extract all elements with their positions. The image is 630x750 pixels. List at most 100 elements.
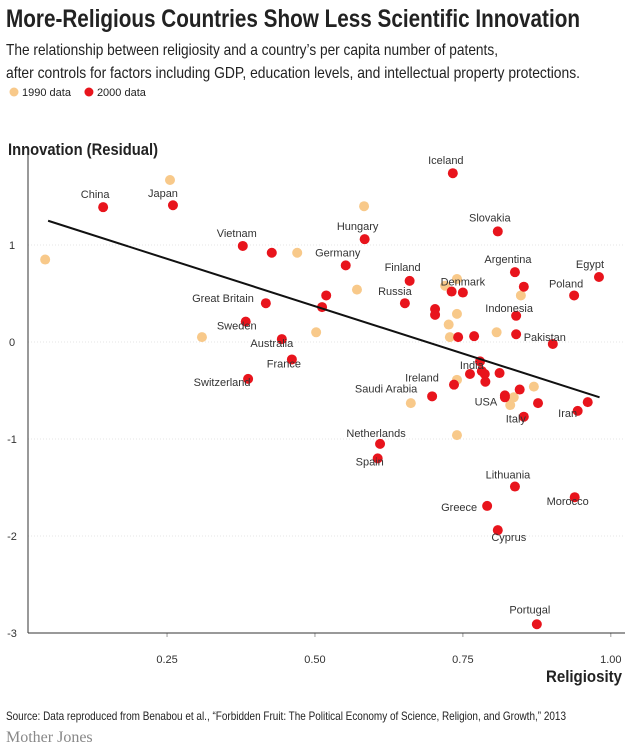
data-point — [505, 400, 516, 411]
trend-line — [47, 219, 600, 399]
data-point — [509, 267, 520, 278]
point-label: Australia — [250, 338, 294, 350]
data-point — [451, 308, 462, 319]
data-point — [453, 332, 464, 343]
data-point — [582, 397, 593, 408]
data-point — [165, 175, 176, 186]
x-tick-label: 0.25 — [156, 654, 177, 666]
data-point — [511, 329, 522, 340]
x-axis-label: Religiosity — [546, 667, 622, 686]
point-label: Indonesia — [485, 303, 534, 315]
legend-label: 2000 data — [97, 87, 147, 99]
y-tick-label: -2 — [7, 531, 17, 543]
data-point — [593, 272, 604, 283]
data-point — [404, 275, 415, 286]
data-point — [518, 411, 529, 422]
y-axis-label: Innovation (Residual) — [8, 140, 158, 159]
data-point — [491, 327, 502, 338]
data-point — [569, 492, 580, 503]
data-point — [240, 316, 251, 327]
data-point — [405, 398, 416, 409]
data-point — [237, 240, 248, 251]
data-point — [449, 379, 460, 390]
source: Source: Data reproduced from Benabou et … — [6, 709, 566, 723]
data-point — [451, 273, 462, 284]
point-label: Denmark — [441, 277, 486, 289]
data-point — [509, 481, 520, 492]
data-point — [321, 290, 332, 301]
y-tick-label: -3 — [7, 628, 17, 640]
data-point — [243, 373, 254, 384]
point-label: Germany — [315, 247, 361, 259]
data-point — [286, 354, 297, 365]
data-point — [572, 405, 583, 416]
data-point — [515, 290, 526, 301]
data-point — [443, 319, 454, 330]
point-label: Cyprus — [491, 532, 526, 544]
point-label: Hungary — [337, 221, 379, 233]
data-point — [480, 376, 491, 387]
data-point — [276, 334, 287, 345]
data-point — [494, 368, 505, 379]
point-label: Slovakia — [469, 212, 511, 224]
data-point — [446, 286, 457, 297]
point-label: Poland — [549, 278, 583, 290]
data-point — [359, 234, 370, 245]
legend-marker — [9, 87, 19, 97]
point-label: USA — [475, 396, 498, 408]
point-label: Vietnam — [217, 228, 257, 240]
point-label: Portugal — [509, 604, 550, 616]
data-point — [440, 280, 451, 291]
data-point — [447, 168, 458, 179]
point-label: Morocco — [547, 496, 589, 508]
data-point — [359, 201, 370, 212]
data-point — [469, 331, 480, 342]
data-point — [514, 384, 525, 395]
point-label: Sweden — [217, 321, 257, 333]
data-point — [464, 369, 475, 380]
data-point — [266, 247, 277, 258]
data-point — [399, 298, 410, 309]
point-label: Russia — [378, 286, 413, 298]
legend-label: 1990 data — [22, 87, 72, 99]
point-label: Italy — [506, 414, 527, 426]
data-point — [427, 391, 438, 402]
x-tick-label: 0.75 — [452, 654, 473, 666]
data-point — [444, 332, 455, 343]
data-point — [451, 430, 462, 441]
point-label: Iran — [558, 408, 577, 420]
point-label: Ireland — [405, 373, 439, 385]
data-point — [482, 500, 493, 511]
y-tick-label: 0 — [9, 337, 15, 349]
point-label: Iceland — [428, 155, 463, 167]
data-point — [167, 200, 178, 211]
data-point — [492, 226, 503, 237]
point-label: Egypt — [576, 259, 604, 271]
point-label: Spain — [356, 456, 384, 468]
point-label: Lithuania — [486, 470, 532, 482]
brand: Mother Jones — [6, 729, 93, 746]
data-point — [260, 298, 271, 309]
point-label: Netherlands — [346, 428, 406, 440]
point-label: Pakistan — [524, 332, 566, 344]
data-point — [479, 369, 490, 380]
legend-marker — [84, 87, 94, 97]
y-tick-label: -1 — [7, 434, 17, 446]
x-tick-label: 1.00 — [600, 654, 621, 666]
data-point — [531, 619, 542, 630]
data-point — [533, 398, 544, 409]
data-point — [492, 525, 503, 536]
x-tick-label: 0.50 — [304, 654, 325, 666]
point-label: China — [81, 189, 111, 201]
point-label: Saudi Arabia — [355, 383, 418, 395]
data-point — [375, 438, 386, 449]
data-point — [508, 392, 519, 403]
point-label: France — [267, 358, 301, 370]
data-point — [311, 327, 322, 338]
chart-title: More-Religious Countries Show Less Scien… — [6, 5, 580, 33]
data-point — [518, 281, 529, 292]
data-point — [511, 310, 522, 321]
data-point — [196, 332, 207, 343]
data-point — [569, 290, 580, 301]
